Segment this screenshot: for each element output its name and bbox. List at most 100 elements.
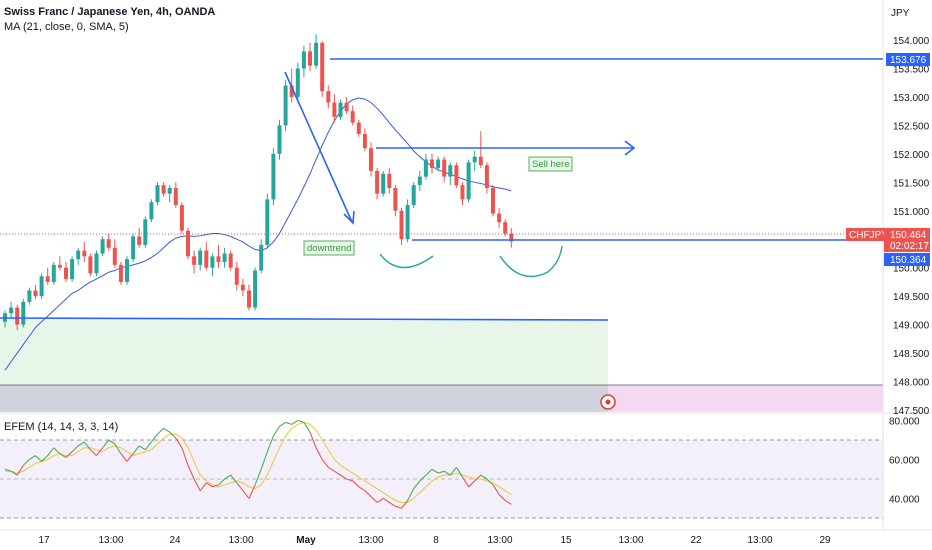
oscillator-fast-segment [272,426,280,437]
oscillator-fast-segment [266,435,274,452]
candle [64,262,68,282]
candle [51,262,56,285]
zone-gray [0,385,608,412]
oscillator-fast-segment [187,465,195,480]
oscillator-fast-segment [242,490,250,499]
candle-body [88,256,93,274]
candle [283,79,288,132]
candle [381,170,386,197]
candle-body [289,85,294,97]
y-tick-label: 153.500 [893,64,930,75]
oscillator-fast-segment [132,445,140,454]
candle [509,227,514,248]
candle-body [301,51,306,69]
candle [277,119,282,160]
candle-body [198,250,203,265]
candle-body [381,173,386,194]
candle [338,99,343,120]
candle [442,156,447,183]
candle [375,168,380,200]
candle [88,253,93,277]
candle [100,236,105,257]
candle [222,247,227,268]
left-shoulder-curve [379,253,434,269]
candle-body [271,153,276,200]
oscillator-fast-segment [297,419,305,423]
x-tick-label: 13:00 [358,535,383,546]
candle-body [106,239,111,248]
candle [430,153,434,174]
candle-body [259,244,264,271]
oscillator-fast-segment [108,439,116,445]
candle [332,94,337,123]
oscillator-fast-segment [395,505,402,509]
candle-body [509,233,514,242]
oscillator-fast-segment [10,470,18,476]
x-tick-label: 17 [38,535,50,546]
candle [320,41,325,97]
oscillator-fast-segment [309,431,317,449]
candle [259,239,264,274]
last-price-tag-text: 150.464 [890,230,927,241]
resistance-tag-text: 153.676 [890,55,927,66]
oscillator-fast-segment [334,470,341,476]
candle [70,256,75,282]
candle-body [137,236,142,245]
candle [137,227,142,248]
candle [448,162,453,186]
candle [503,219,508,237]
downtrend-label-box [303,240,355,256]
currency-label: JPY [891,8,910,19]
oscillator-fast-segment [303,422,311,433]
x-tick-label: 13:00 [228,535,253,546]
candle-body [326,91,331,103]
candle-body [497,213,502,223]
candle [155,182,160,206]
candle [497,207,502,228]
y-tick-label: 153.000 [893,93,930,104]
candle [106,233,111,251]
oscillator-fast-segment [248,484,256,499]
candle [417,170,422,191]
candle-body [51,264,56,282]
candle-body [417,176,422,186]
oscillator-fast-segment [29,455,36,460]
candle-body [356,122,361,134]
candle-body [253,270,258,308]
candle [179,202,184,234]
candle [143,216,148,248]
downtrend-arrowhead [343,210,355,225]
oscillator-fast-segment [480,474,488,480]
ma-legend: MA (21, close, 0, SMA, 5) [4,21,129,33]
oscillator-fast-segment [90,449,97,456]
candle-body [247,290,251,308]
candle-body [9,307,14,314]
candle [460,182,465,206]
oscillator-fast-segment [364,490,372,497]
oscillator-fast-segment [431,468,439,474]
oscillator-fast-segment [321,459,329,468]
resistance-tag [886,53,930,66]
candle-body [369,148,373,171]
candle-body [308,51,312,66]
countdown-text: 02:02:17 [890,241,929,252]
candle [234,262,239,291]
candle-body [216,256,221,262]
candle-body [240,284,245,291]
candle-body [283,85,288,126]
oscillator-fast-segment [144,441,152,451]
oscillator-fast-segment [230,474,238,484]
candle [478,131,483,169]
candle-body [143,219,148,245]
candle [33,284,38,299]
candle-body [155,185,160,203]
candle [173,182,178,208]
candle [198,247,203,271]
sell-label-box [528,156,573,172]
x-tick-label: 13:00 [618,535,643,546]
candle-body [118,264,123,282]
candle-body [173,188,178,206]
candle [423,153,428,180]
sell-label: Sell here [532,159,570,170]
candle-body [27,290,32,302]
